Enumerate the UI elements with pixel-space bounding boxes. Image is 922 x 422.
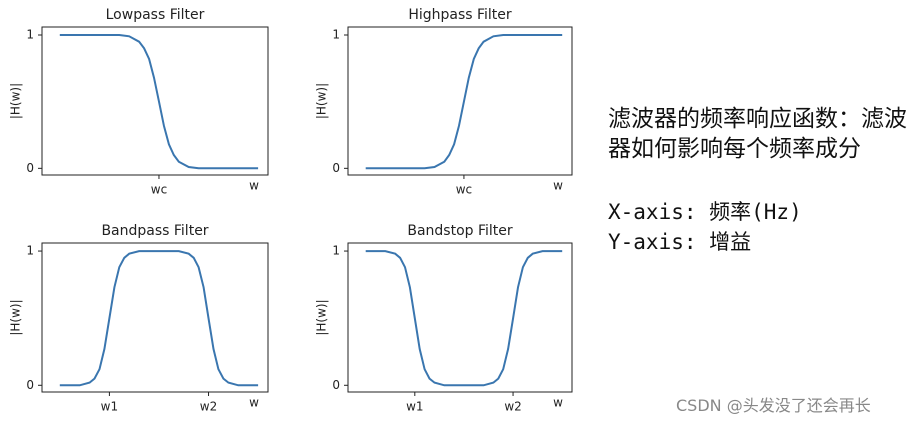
- y-tick-label: 0: [332, 161, 340, 175]
- x-tick-label: w1: [406, 400, 423, 414]
- plot-frame: [347, 242, 573, 393]
- plot-frame: [41, 26, 269, 176]
- y-tick-label: 0: [26, 378, 34, 392]
- chart-title: Highpass Filter: [408, 7, 512, 23]
- y-axis-label: |H(w)|: [315, 299, 329, 335]
- curve: [59, 250, 259, 387]
- y-axis-label: |H(w)|: [315, 83, 329, 119]
- x-axis-label: w: [249, 396, 259, 410]
- x-tick-label: w1: [101, 400, 118, 414]
- chart-title: Lowpass Filter: [106, 7, 205, 23]
- y-tick-label: 1: [26, 28, 34, 42]
- y-axis-label: |H(w)|: [9, 83, 23, 119]
- y-axis-note: Y-axis: 增益: [608, 230, 752, 254]
- chart-title: Bandpass Filter: [101, 223, 208, 239]
- x-tick-label: wc: [456, 183, 472, 197]
- x-tick-label: wc: [151, 183, 167, 197]
- x-axis-label: w: [553, 396, 563, 410]
- y-tick-label: 1: [332, 28, 340, 42]
- curve: [365, 34, 563, 170]
- x-axis-note: X-axis: 频率(Hz): [608, 200, 802, 224]
- x-tick-label: w2: [200, 400, 217, 414]
- x-axis-label: w: [249, 179, 259, 193]
- watermark: CSDN @头发没了还会再长: [676, 396, 871, 415]
- curve: [365, 250, 563, 387]
- y-tick-label: 0: [26, 161, 34, 175]
- y-tick-label: 0: [332, 378, 340, 392]
- x-tick-label: w2: [504, 400, 521, 414]
- y-axis-label: |H(w)|: [9, 299, 23, 335]
- y-tick-label: 1: [26, 244, 34, 258]
- plot-frame: [347, 26, 573, 176]
- curve: [59, 34, 259, 170]
- y-tick-label: 1: [332, 244, 340, 258]
- plot-frame: [41, 242, 269, 393]
- chart-title: Bandstop Filter: [407, 223, 513, 239]
- description: 滤波器的频率响应函数：滤波器如何影响每个频率成分: [608, 106, 907, 162]
- x-axis-label: w: [553, 179, 563, 193]
